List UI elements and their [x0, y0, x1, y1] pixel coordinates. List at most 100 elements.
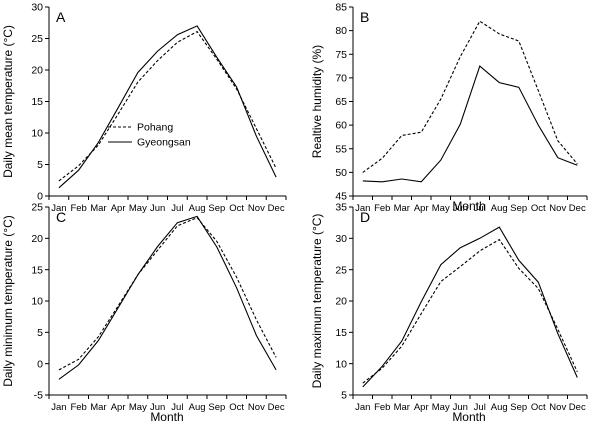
panel-c-letter: C [56, 209, 66, 225]
panel-c-x-tick-label: Oct [229, 402, 244, 413]
panel-d-x-tick-label: Sep [510, 402, 527, 413]
panel-a-y-axis-label: Daily mean temperature (°C) [1, 25, 15, 178]
panel-a-y-tick-label: 10 [31, 128, 43, 140]
panel-c-series-gyeongsan [58, 215, 277, 380]
panel-d-x-tick-label: Feb [374, 402, 390, 413]
panel-d-x-axis-label: Month [452, 410, 485, 424]
panel-b-y-tick-label: 70 [335, 72, 347, 84]
panel-d-x-tick-label: Jun [453, 402, 468, 413]
panel-d-x-tick-label: Mar [394, 402, 410, 413]
panel-b-y-tick-label: 75 [335, 49, 347, 61]
panel-d-y-tick-label: 25 [335, 264, 347, 276]
panel-a-x-tick-label: Apr [111, 203, 126, 214]
panel-b-x-tick-label: Feb [374, 203, 390, 214]
panel-b-x-tick-label: Aug [491, 203, 508, 214]
panel-d-y-tick-label: 15 [335, 327, 347, 339]
panel-d-x-tick-label: Apr [414, 402, 429, 413]
panel-b-x-axis-label: Month [452, 199, 485, 213]
panel-d-series-pohang [362, 238, 578, 384]
panel-b-x-tick-label: May [432, 203, 450, 214]
panel-c-y-tick-label: 15 [31, 264, 43, 276]
panel-a-x-tick-label: Jul [171, 203, 183, 214]
panel-d-x-tick-label: Jul [474, 402, 486, 413]
panel-c-y-tick-label: 25 [31, 202, 43, 214]
panel-b-x-tick-label: Sep [510, 203, 527, 214]
panel-a-y-tick-label: 20 [31, 65, 43, 77]
panel-d-x-tick-label: Oct [531, 402, 546, 413]
panel-c-y-axis-label: Daily minimum temperature (°C) [1, 215, 15, 387]
panel-b-y-tick-label: 65 [335, 96, 347, 108]
panel-c-x-tick-label: Mar [90, 402, 106, 413]
panel-d-series-gyeongsan [362, 226, 578, 388]
panel-c-x-tick-label: Apr [111, 402, 126, 413]
panel-c-y-tick-label: 0 [37, 358, 43, 370]
panel-c-y-tick-label: -5 [34, 390, 43, 402]
panel-a-letter: A [56, 9, 66, 25]
panel-b-x-tick-label: Mar [394, 203, 410, 214]
panel-b-x-tick-label: Jun [453, 203, 468, 214]
panel-d-x-tick-label: Jan [355, 402, 370, 413]
panel-b-x-tick-label: Nov [549, 203, 566, 214]
panel-b-chart: 45 50 55 60 65 70 75 80 85 Jan Feb Mar Apr May Jun Jul A… [310, 2, 588, 214]
panel-b-x-tick-label: Oct [531, 203, 546, 214]
panel-c-series-pohang [58, 217, 277, 371]
panel-b-y-tick-label: 50 [335, 167, 347, 179]
panel-c-x-tick-label: Dec [268, 402, 285, 413]
panel-b-y-tick-label: 45 [335, 191, 347, 203]
panel-c-x-tick-label: May [129, 402, 147, 413]
panel-a-x-tick-label: Jan [51, 203, 66, 214]
panel-d-letter: D [360, 209, 370, 225]
panel-a-series-pohang [58, 30, 277, 182]
panel-b-y-tick-label: 85 [335, 2, 347, 14]
panel-b-y-tick-label: 55 [335, 143, 347, 155]
panel-b-x-tick-label: Jul [474, 203, 486, 214]
panel-b-series-pohang [362, 20, 578, 173]
panel-d-y-tick-label: 30 [335, 233, 347, 245]
panel-d-y-tick-label: 20 [335, 296, 347, 308]
panel-a-y-tick-label: 25 [31, 33, 43, 45]
panel-c-y-tick-label: 20 [31, 233, 43, 245]
panel-a-x-tick-label: May [129, 203, 147, 214]
panel-d-y-tick-label: 10 [335, 358, 347, 370]
panel-a-x-tick-label: Feb [70, 203, 86, 214]
panel-d-y-axis-label: Daily maximum temperature (°C) [310, 214, 324, 389]
panel-d-x-tick-label: Nov [549, 402, 566, 413]
panel-b-y-axis-label: Realtive humidity (%) [310, 45, 324, 158]
panel-a-x-tick-label: Dec [268, 203, 285, 214]
panel-a-x-tick-label: Jun [150, 203, 165, 214]
panel-a-y-tick-label: 15 [31, 96, 43, 108]
panel-b-y-tick-label: 80 [335, 25, 347, 37]
panel-d-y-tick-label: 35 [335, 202, 347, 214]
panel-a-chart: 0 5 10 15 20 25 30 Jan Feb Mar Apr May Jun Jul Aug Sep O… [1, 2, 287, 214]
panel-a-series-gyeongsan [58, 25, 277, 189]
panel-a-y-tick-label: 30 [31, 2, 43, 14]
panel-d-x-tick-label: Dec [569, 402, 586, 413]
panel-a-x-tick-label: Mar [90, 203, 106, 214]
panel-d-x-tick-label: Aug [491, 402, 508, 413]
panel-c-x-tick-label: Aug [189, 402, 206, 413]
panel-a-y-tick-label: 0 [37, 191, 43, 203]
panel-a-y-tick-label: 5 [37, 159, 43, 171]
panel-a-x-tick-label: Nov [248, 203, 265, 214]
panel-c-x-tick-label: Sep [208, 402, 225, 413]
panel-c-x-tick-label: Feb [70, 402, 86, 413]
panel-d-y-tick-label: 5 [341, 390, 347, 402]
panel-b-letter: B [360, 9, 369, 25]
panel-c-x-tick-label: Jun [150, 402, 165, 413]
panel-a-x-tick-label: Oct [229, 203, 244, 214]
panel-d-x-tick-label: May [432, 402, 450, 413]
panel-c-x-tick-label: Jul [171, 402, 183, 413]
panel-a-x-tick-label: Aug [189, 203, 206, 214]
panel-b-y-tick-label: 60 [335, 120, 347, 132]
panel-b-x-tick-label: Apr [414, 203, 429, 214]
panel-c-y-tick-label: 10 [31, 296, 43, 308]
panel-a-legend-label: Gyeongsan [137, 137, 191, 149]
panel-b-x-tick-label: Dec [569, 203, 586, 214]
panel-a-legend-label: Pohang [137, 122, 173, 134]
panel-a-x-tick-label: Sep [208, 203, 225, 214]
panel-c-x-tick-label: Jan [51, 402, 66, 413]
panel-c-x-axis-label: Month [150, 410, 183, 424]
